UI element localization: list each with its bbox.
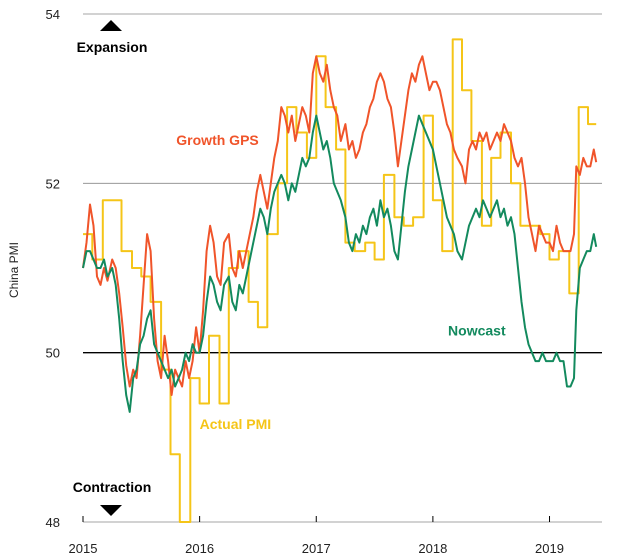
x-tick-label: 2018	[418, 541, 447, 556]
series-label-actual-pmi: Actual PMI	[200, 416, 272, 432]
contraction-label: Contraction	[73, 479, 152, 495]
x-tick-label: 2015	[69, 541, 98, 556]
series-line-growth-gps	[82, 55, 598, 396]
gridlines	[83, 13, 602, 523]
x-axis-ticks: 2015 2016 2017 2018 2019	[69, 516, 564, 556]
y-tick-label: 50	[46, 346, 60, 361]
series-lines	[82, 38, 598, 523]
x-tick-label: 2016	[185, 541, 214, 556]
up-triangle-icon	[100, 20, 122, 31]
series-line-nowcast	[82, 114, 598, 413]
series-line-actual-pmi	[83, 38, 597, 523]
expansion-annotation: Expansion	[77, 20, 148, 55]
x-tick-label: 2019	[535, 541, 564, 556]
y-axis-ticks: 48 50 52 54	[46, 7, 60, 530]
expansion-label: Expansion	[77, 39, 148, 55]
y-tick-label: 48	[46, 515, 60, 530]
y-axis-title: China PMI	[7, 242, 21, 298]
y-tick-label: 52	[46, 176, 60, 191]
down-triangle-icon	[100, 505, 122, 516]
x-tick-label: 2017	[302, 541, 331, 556]
series-labels: Growth GPS Nowcast Actual PMI	[176, 132, 506, 432]
y-tick-label: 54	[46, 7, 60, 22]
contraction-annotation: Contraction	[73, 479, 152, 516]
series-label-growth-gps: Growth GPS	[176, 132, 258, 148]
series-label-nowcast: Nowcast	[448, 323, 506, 339]
